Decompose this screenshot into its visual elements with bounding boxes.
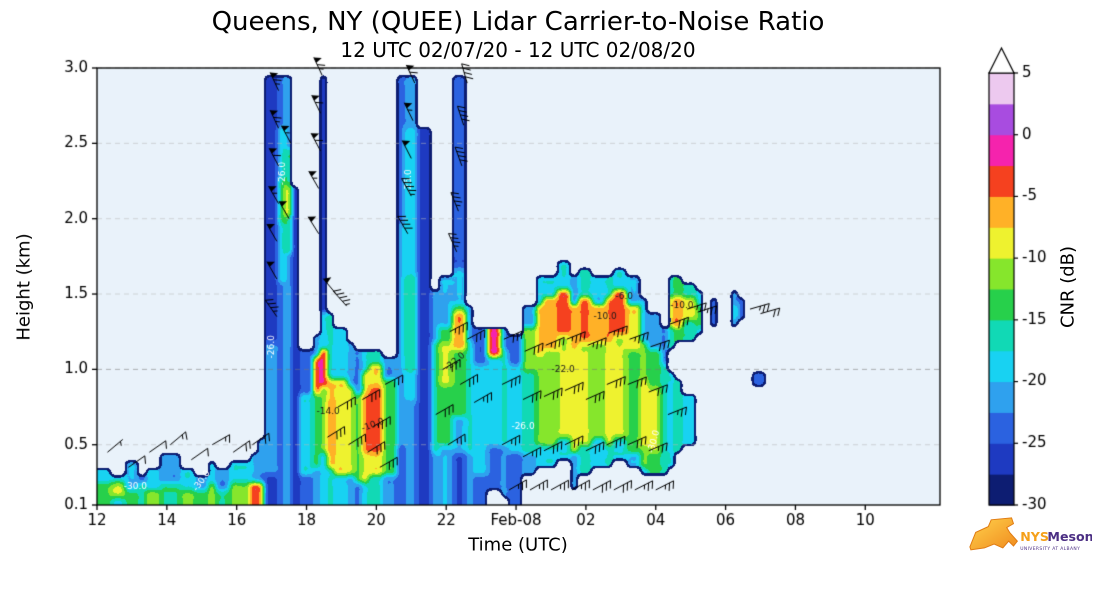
chart-title: Queens, NY (QUEE) Lidar Carrier-to-Noise… [211,7,825,37]
logo-text-mesonet: Mesonet [1047,529,1092,544]
ny-state-shape-icon: NYS Mesonet UNIVERSITY AT ALBANY [969,517,1093,552]
chart-subtitle: 12 UTC 02/07/20 - 12 UTC 02/08/20 [340,38,696,62]
y-axis-label: Height (km) [13,233,35,341]
logo-text-nys: NYS [1020,529,1049,544]
colorbar-label: CNR (dB) [1057,245,1079,329]
logo-tagline: UNIVERSITY AT ALBANY [1020,546,1080,552]
nys-mesonet-logo: NYS Mesonet UNIVERSITY AT ALBANY [966,512,1093,582]
x-axis-label: Time (UTC) [468,534,568,556]
